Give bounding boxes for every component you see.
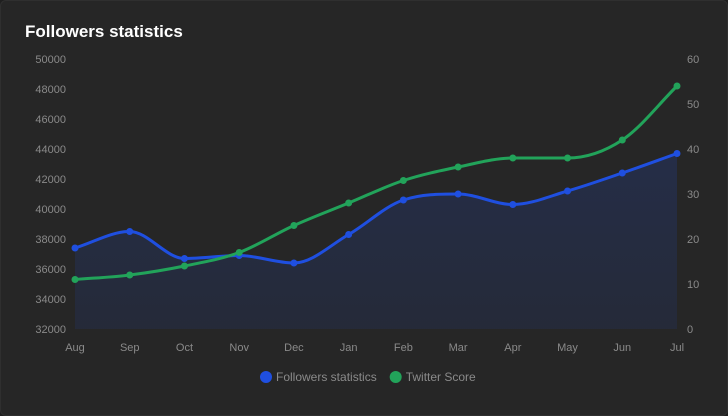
legend-label: Twitter Score [406, 370, 476, 384]
x-tick-label: May [557, 342, 578, 354]
x-tick-label: Feb [394, 342, 413, 354]
y-right-tick-label: 60 [687, 54, 699, 66]
y-left-tick-label: 44000 [35, 144, 66, 156]
point-followers-statistics-jul[interactable] [673, 150, 681, 157]
y-right-tick-label: 40 [687, 144, 699, 156]
point-followers-statistics-oct[interactable] [180, 255, 188, 262]
point-twitter-score-feb[interactable] [399, 177, 407, 184]
y-left-tick-label: 32000 [35, 324, 66, 336]
x-tick-label: Dec [284, 342, 304, 354]
point-followers-statistics-jun[interactable] [618, 169, 626, 177]
x-tick-label: Jan [340, 342, 358, 354]
legend-item-twitter-score[interactable]: Twitter Score [389, 370, 476, 384]
legend-marker [389, 371, 402, 383]
x-tick-label: Apr [504, 342, 521, 354]
y-left-tick-label: 34000 [35, 294, 66, 306]
y-right-tick-label: 20 [687, 234, 699, 246]
x-tick-label: Nov [229, 342, 249, 354]
point-followers-statistics-apr[interactable] [509, 201, 517, 208]
area-followers-statistics [75, 153, 677, 329]
y-left-tick-label: 38000 [35, 234, 66, 246]
point-followers-statistics-aug[interactable] [71, 244, 79, 252]
point-twitter-score-jan[interactable] [345, 199, 353, 207]
point-twitter-score-oct[interactable] [180, 262, 188, 270]
point-followers-statistics-feb[interactable] [399, 196, 407, 204]
point-followers-statistics-may[interactable] [564, 187, 572, 195]
y-left-tick-label: 36000 [35, 264, 66, 276]
legend-marker [260, 371, 272, 383]
x-tick-label: Mar [449, 342, 468, 354]
point-twitter-score-apr[interactable] [509, 154, 517, 162]
point-twitter-score-aug[interactable] [71, 276, 79, 283]
chart-title: Followers statistics [25, 22, 183, 41]
point-followers-statistics-jan[interactable] [345, 231, 353, 238]
x-tick-label: Sep [120, 342, 140, 354]
x-tick-label: Aug [65, 342, 85, 354]
x-tick-label: Oct [176, 342, 193, 354]
x-tick-label: Jul [670, 342, 684, 354]
point-twitter-score-nov[interactable] [235, 249, 243, 256]
y-right-tick-label: 30 [687, 189, 699, 201]
y-left-tick-label: 40000 [35, 204, 66, 216]
point-followers-statistics-sep[interactable] [126, 228, 134, 235]
point-twitter-score-jul[interactable] [673, 82, 681, 90]
y-right-tick-label: 10 [687, 279, 699, 291]
point-twitter-score-sep[interactable] [126, 271, 134, 279]
point-twitter-score-jun[interactable] [618, 136, 626, 144]
point-followers-statistics-mar[interactable] [454, 190, 462, 198]
y-right-tick-label: 50 [687, 99, 699, 111]
point-followers-statistics-dec[interactable] [290, 259, 298, 267]
y-left-tick-label: 48000 [35, 84, 66, 96]
y-left-tick-label: 50000 [35, 54, 66, 66]
y-right-tick-label: 0 [687, 324, 693, 336]
point-twitter-score-dec[interactable] [290, 222, 298, 229]
y-left-tick-label: 42000 [35, 174, 66, 186]
line-twitter-score [73, 84, 679, 281]
point-twitter-score-mar[interactable] [454, 163, 462, 171]
legend-label: Followers statistics [276, 370, 377, 384]
point-twitter-score-may[interactable] [564, 154, 572, 162]
y-left-tick-label: 46000 [35, 114, 66, 126]
x-tick-label: Jun [613, 342, 631, 354]
legend-item-followers-statistics[interactable]: Followers statistics [260, 370, 377, 384]
